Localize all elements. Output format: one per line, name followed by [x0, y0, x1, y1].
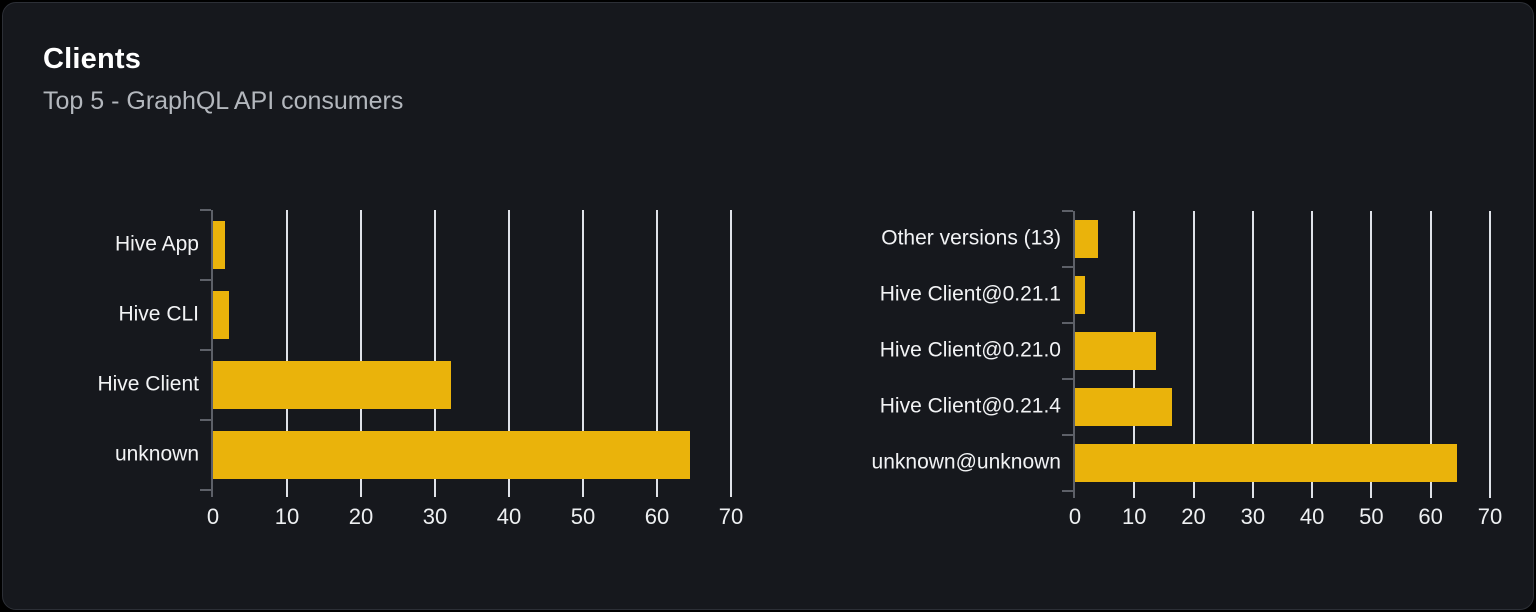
bar-hive-client-0-21-0[interactable] [1075, 332, 1157, 370]
category-label-unknown-unknown: unknown@unknown [871, 450, 1061, 474]
y-axis-tick [1062, 378, 1073, 380]
bar-hive-cli[interactable] [213, 291, 230, 339]
gridline [1370, 211, 1373, 491]
category-label-hive-cli: Hive CLI [118, 302, 199, 326]
gridline [1488, 211, 1491, 491]
y-axis-tick [200, 209, 211, 211]
card-subtitle: Top 5 - GraphQL API consumers [43, 86, 404, 115]
gridline [286, 210, 288, 490]
y-axis-tick [200, 489, 211, 491]
x-axis-tick [286, 490, 288, 497]
y-axis-tick [1062, 266, 1073, 268]
x-tick-label: 40 [1299, 504, 1325, 529]
bar-hive-client-0-21-1[interactable] [1075, 276, 1086, 314]
gridline [1251, 211, 1254, 491]
x-tick-label: 0 [206, 504, 220, 529]
x-axis-tick [360, 490, 362, 497]
category-label-hive-client-0-21-1: Hive Client@0.21.1 [879, 282, 1061, 306]
y-axis-tick [1062, 490, 1073, 492]
gridline [434, 210, 436, 490]
gridline [508, 210, 510, 490]
x-axis-tick [1133, 491, 1136, 498]
y-axis-tick [1062, 210, 1073, 212]
x-tick-label: 30 [422, 504, 448, 529]
x-tick-label: 60 [644, 504, 670, 529]
x-axis-tick [656, 490, 658, 497]
x-axis-tick [582, 490, 584, 497]
x-tick-label: 50 [570, 504, 596, 529]
bar-unknown-unknown[interactable] [1075, 444, 1457, 482]
bar-other-versions-13[interactable] [1075, 220, 1099, 258]
x-tick-label: 50 [1359, 504, 1384, 529]
y-axis-line [1073, 211, 1075, 498]
y-axis-tick [1062, 322, 1073, 324]
category-label-unknown: unknown [114, 442, 199, 466]
x-tick-label: 70 [718, 504, 744, 529]
bar-hive-client-0-21-4[interactable] [1075, 388, 1173, 426]
gridline [730, 210, 732, 490]
x-axis-tick [1192, 491, 1195, 498]
x-tick-label: 60 [1418, 504, 1443, 529]
x-tick-label: 40 [496, 504, 522, 529]
card-title: Clients [43, 43, 142, 75]
x-tick-label: 20 [348, 504, 374, 529]
x-axis-tick [1311, 491, 1314, 498]
x-tick-label: 20 [1181, 504, 1206, 529]
x-axis-tick [434, 490, 436, 497]
y-axis-tick [200, 279, 211, 281]
x-axis-tick [1429, 491, 1432, 498]
y-axis-tick [200, 419, 211, 421]
gridline [1311, 211, 1314, 491]
category-label-hive-client-0-21-4: Hive Client@0.21.4 [879, 394, 1061, 418]
x-tick-label: 70 [1477, 504, 1503, 529]
x-tick-label: 30 [1240, 504, 1266, 529]
x-axis-tick [1488, 491, 1491, 498]
category-label-hive-client-0-21-0: Hive Client@0.21.0 [879, 338, 1061, 362]
card-header: Clients Top 5 - GraphQL API consumers [43, 43, 404, 116]
bar-unknown[interactable] [213, 431, 690, 479]
x-tick-label: 10 [274, 504, 300, 529]
gridline [582, 210, 584, 490]
x-tick-label: 10 [1122, 504, 1147, 529]
category-label-hive-client: Hive Client [97, 372, 199, 396]
gridline [360, 210, 362, 490]
category-label-other-versions-13: Other versions (13) [881, 226, 1061, 250]
x-axis-tick [1370, 491, 1373, 498]
x-axis-tick [508, 490, 510, 497]
bar-hive-app[interactable] [213, 221, 225, 269]
x-axis-tick [1251, 491, 1254, 498]
y-axis-tick [200, 349, 211, 351]
y-axis-tick [1062, 434, 1073, 436]
gridline [656, 210, 658, 490]
x-axis-tick [730, 490, 732, 497]
bar-hive-client[interactable] [213, 361, 452, 409]
gridline [1429, 211, 1432, 491]
y-axis-line [211, 210, 213, 497]
category-label-hive-app: Hive App [114, 232, 199, 256]
x-tick-label: 0 [1068, 504, 1082, 529]
gridline [1192, 211, 1195, 491]
